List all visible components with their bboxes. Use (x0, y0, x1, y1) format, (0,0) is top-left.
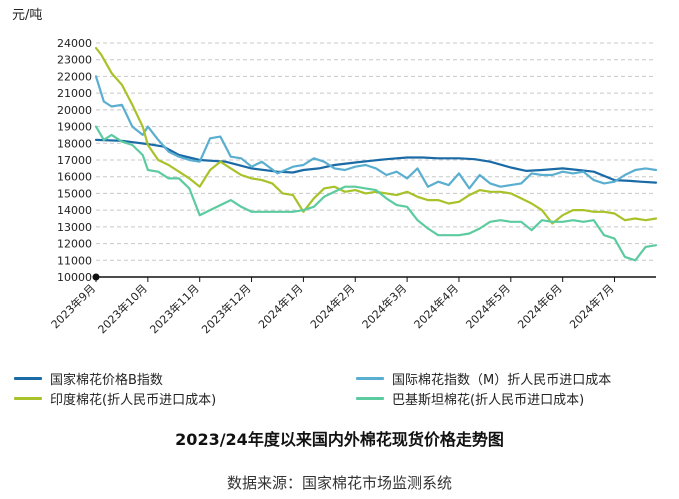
legend-label-m-index: 国际棉花指数（M）折人民币进口成本 (392, 372, 612, 388)
legend-item-pakistan: 巴基斯坦棉花(折人民币进口成本) (356, 388, 584, 408)
legend-swatch-b-index (14, 376, 42, 380)
x-tick-label-7: 2024年4月 (411, 281, 461, 331)
y-tick-label-18000: 18000 (57, 137, 92, 150)
y-tick-label-13000: 13000 (57, 221, 92, 234)
x-axis (92, 273, 656, 282)
x-tick-label-3: 2023年12月 (199, 281, 254, 336)
legend-swatch-m-index (356, 376, 384, 380)
y-tick-label-12000: 12000 (57, 238, 92, 251)
y-tick-label-11000: 11000 (57, 254, 92, 267)
y-tick-label-16000: 16000 (57, 171, 92, 184)
series-line-0 (94, 138, 658, 184)
y-tick-label-17000: 17000 (57, 154, 92, 167)
chart-plot: 元/吨 100001100012000130001400015000160001… (12, 8, 658, 336)
y-tick-label-15000: 15000 (57, 187, 92, 200)
chart-title: 2023/24年度以来国内外棉花现货价格走势图 (175, 430, 504, 449)
y-tick-label-22000: 22000 (57, 70, 92, 83)
series-line-3 (94, 125, 658, 262)
y-tick-label-19000: 19000 (57, 121, 92, 134)
x-tick-label-8: 2024年5月 (463, 281, 513, 331)
legend-item-m-index: 国际棉花指数（M）折人民币进口成本 (356, 368, 611, 388)
x-tick-label-10: 2024年7月 (566, 281, 616, 331)
legend-label-b-index: 国家棉花价格B指数 (50, 372, 163, 388)
y-tick-label-20000: 20000 (57, 104, 92, 117)
y-tick-label-14000: 14000 (57, 204, 92, 217)
x-tick-label-6: 2024年3月 (359, 281, 409, 331)
y-tick-labels: 10000 11000 12000 13000 14000 15000 16000 17000… (57, 37, 92, 284)
y-tick-label-10000: 10000 (57, 271, 92, 284)
series-line-1 (94, 75, 658, 190)
x-tick-label-2: 2023年11月 (147, 281, 202, 336)
legend-label-pakistan: 巴基斯坦棉花(折人民币进口成本) (392, 392, 585, 408)
legend: 国家棉花价格B指数 国际棉花指数（M）折人民币进口成本 印度棉花(折人民币进口成… (0, 364, 679, 410)
y-tick-label-23000: 23000 (57, 54, 92, 67)
y-axis-unit-label: 元/吨 (12, 8, 42, 23)
series-lines (94, 46, 658, 262)
x-tick-label-5: 2024年2月 (307, 281, 357, 331)
x-tick-label-9: 2024年6月 (515, 281, 565, 331)
x-tick-label-0: 2023年9月 (48, 281, 98, 331)
x-tick-label-1: 2023年10月 (95, 281, 150, 336)
data-source: 数据来源：国家棉花市场监测系统 (226, 474, 452, 492)
legend-swatch-india (14, 396, 42, 400)
series-line-2 (94, 46, 658, 225)
grid-lines (96, 42, 656, 261)
legend-label-india: 印度棉花(折人民币进口成本) (50, 392, 217, 408)
y-tick-label-21000: 21000 (57, 87, 92, 100)
legend-swatch-pakistan (356, 396, 384, 400)
legend-item-india: 印度棉花(折人民币进口成本) (14, 388, 216, 408)
x-tick-label-4: 2024年1月 (255, 281, 305, 331)
legend-item-b-index: 国家棉花价格B指数 (14, 368, 163, 388)
y-tick-label-24000: 24000 (57, 37, 92, 50)
